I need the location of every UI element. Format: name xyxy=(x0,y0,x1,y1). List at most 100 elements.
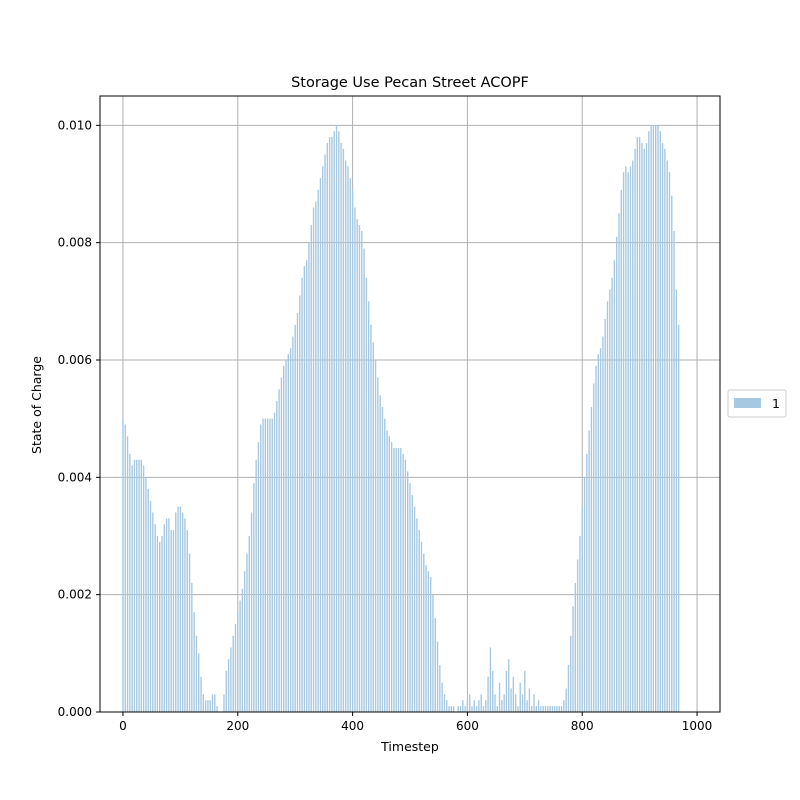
bar xyxy=(429,577,432,712)
bar xyxy=(645,142,648,712)
bar xyxy=(425,565,427,712)
bar xyxy=(491,670,494,712)
bar xyxy=(485,700,487,712)
bar xyxy=(390,442,393,712)
bar xyxy=(324,154,326,712)
bar xyxy=(537,700,540,712)
bar xyxy=(450,706,453,712)
bar xyxy=(269,418,271,712)
bar xyxy=(413,506,416,712)
bar xyxy=(432,594,434,712)
bar xyxy=(317,189,319,712)
bar xyxy=(239,600,241,712)
bar xyxy=(581,506,583,712)
bar xyxy=(225,670,227,712)
bar xyxy=(629,166,632,712)
bar xyxy=(475,706,478,712)
bar xyxy=(358,225,361,713)
bar xyxy=(287,354,289,712)
bar xyxy=(308,242,310,712)
x-axis: 0 200 400 600 800 1000 xyxy=(119,712,712,733)
bar xyxy=(574,582,577,712)
bar xyxy=(152,512,154,712)
bar xyxy=(250,512,253,712)
bar xyxy=(349,178,351,713)
legend: 1 xyxy=(727,389,787,418)
bar xyxy=(193,612,195,712)
bar xyxy=(285,360,287,712)
bar xyxy=(289,348,292,712)
bar xyxy=(363,248,365,713)
bar xyxy=(356,219,358,712)
bar xyxy=(140,459,143,712)
bar xyxy=(632,160,634,713)
bar xyxy=(181,512,184,712)
bar xyxy=(547,706,549,712)
bar xyxy=(613,260,616,712)
bar xyxy=(641,142,643,712)
legend-label: 1 xyxy=(772,396,780,411)
bar xyxy=(625,166,627,712)
bar xyxy=(416,518,418,712)
x-tick-label: 800 xyxy=(571,719,594,733)
bar xyxy=(514,694,517,712)
bar xyxy=(620,189,622,712)
bar xyxy=(636,137,639,713)
bar xyxy=(175,512,177,712)
bar xyxy=(673,230,675,712)
bar xyxy=(595,365,597,712)
bar xyxy=(333,131,335,712)
bar xyxy=(675,289,678,712)
bar xyxy=(508,659,510,712)
bar xyxy=(457,706,459,712)
bar xyxy=(528,688,531,712)
bar xyxy=(248,536,250,712)
y-tick-label: 0.002 xyxy=(58,588,92,602)
bar xyxy=(340,142,342,712)
bar xyxy=(264,418,267,712)
bar xyxy=(149,500,152,712)
bar xyxy=(402,453,404,712)
bar xyxy=(439,665,441,712)
bar xyxy=(365,277,368,712)
bar xyxy=(243,571,246,712)
bar xyxy=(496,706,498,712)
bar xyxy=(446,700,448,712)
bar xyxy=(379,395,381,712)
x-tick-label: 200 xyxy=(226,719,249,733)
bar xyxy=(319,178,322,713)
x-tick-label: 0 xyxy=(119,719,127,733)
bar xyxy=(191,582,193,712)
legend-swatch xyxy=(734,398,761,408)
bar xyxy=(177,506,179,712)
bar xyxy=(257,442,260,712)
bar xyxy=(388,436,391,712)
bar xyxy=(305,260,308,712)
bar xyxy=(526,700,528,712)
bar xyxy=(260,424,262,712)
bar xyxy=(354,207,356,712)
bar xyxy=(237,612,239,712)
bar xyxy=(489,647,492,712)
bar xyxy=(216,706,218,712)
bar xyxy=(411,494,413,712)
bar xyxy=(404,459,407,712)
bar xyxy=(551,706,554,712)
bar xyxy=(542,706,544,712)
bar xyxy=(666,160,668,713)
x-axis-label: Timestep xyxy=(380,739,439,754)
bar xyxy=(643,148,645,713)
y-axis: 0.000 0.002 0.004 0.006 0.008 0.010 xyxy=(58,118,100,719)
bar xyxy=(583,477,586,712)
bar xyxy=(283,365,285,712)
bar xyxy=(188,553,191,712)
bar xyxy=(517,706,519,712)
bar xyxy=(540,706,542,712)
bar xyxy=(301,277,303,712)
bar xyxy=(469,694,471,712)
bar xyxy=(462,700,464,712)
bar xyxy=(331,137,333,713)
bar xyxy=(549,706,551,712)
bar xyxy=(604,318,606,712)
bar xyxy=(606,301,609,712)
